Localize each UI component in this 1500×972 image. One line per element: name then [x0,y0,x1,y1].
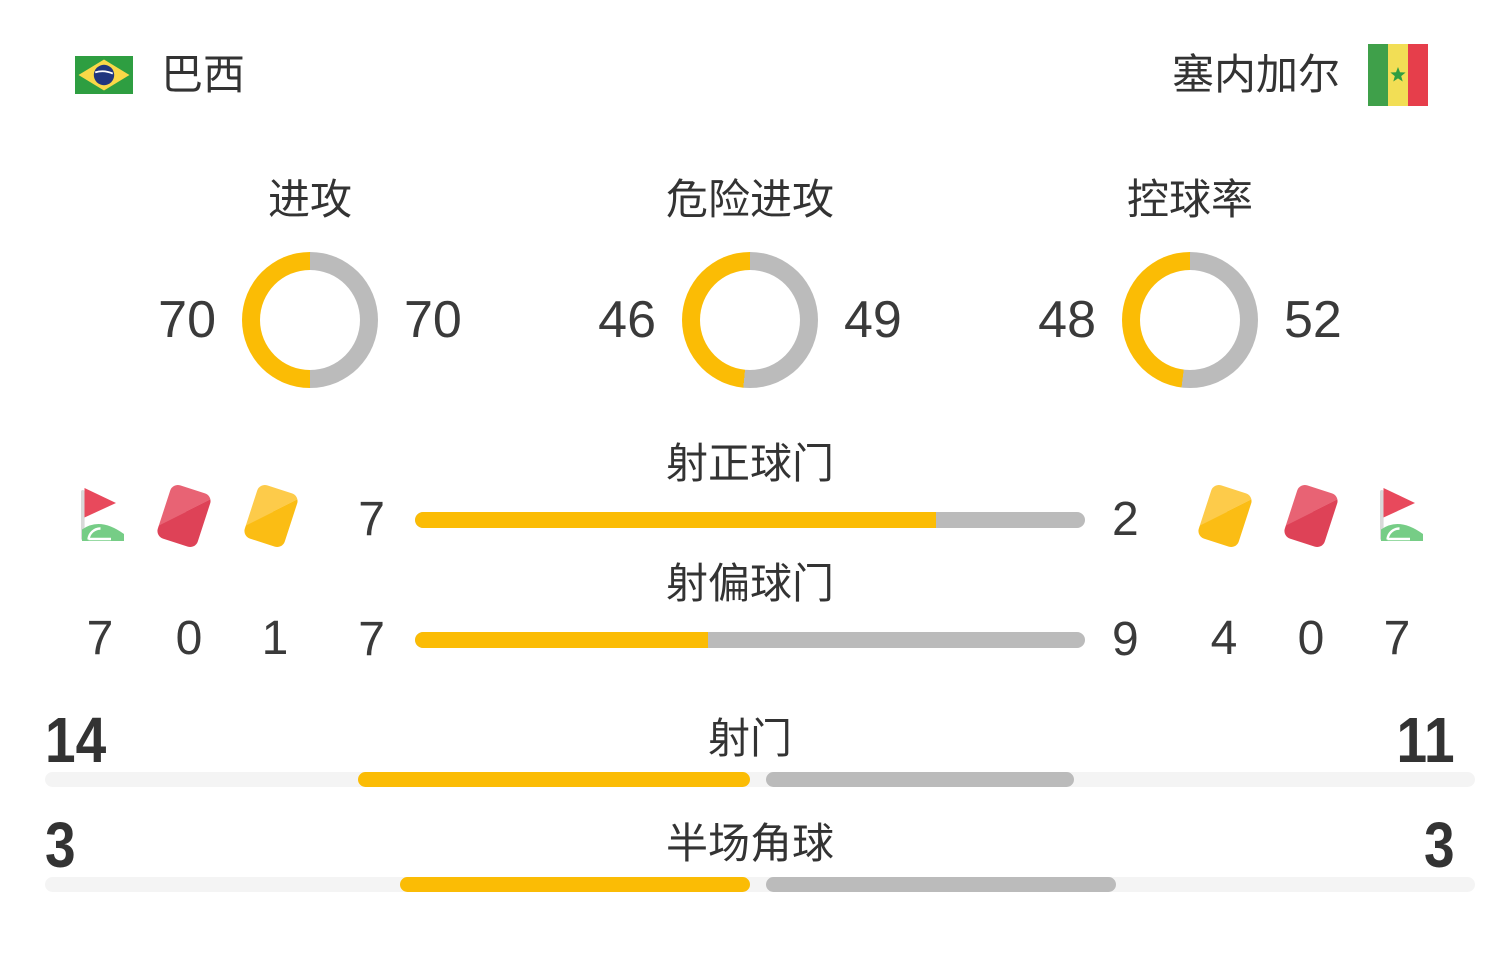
home-value: 46 [598,291,656,349]
home-bar-fill [415,632,709,648]
away-red-card-slot [1282,482,1340,550]
away-yellow-card-slot [1196,482,1254,550]
shots-on-target-bar [415,512,1085,528]
bar-track [45,877,1475,892]
home-corners-count: 7 [86,612,114,665]
brazil-flag-icon [75,56,133,94]
senegal-flag-icon [1368,44,1428,106]
home-value: 48 [1038,291,1096,349]
red-card-icon [155,482,213,550]
away-value: 2 [1112,493,1139,546]
home-corner-flag-slot [70,483,126,549]
home-yellow-cards-count: 1 [261,612,289,665]
home-bar-fill [415,512,937,528]
stat-possession: 控球率 48 52 [970,176,1410,388]
stat-dangerous-attack: 危险进攻 46 49 [530,176,970,388]
away-bar-fill [766,877,1116,892]
stat-title: 控球率 [1126,176,1253,223]
home-value: 7 [358,493,385,546]
donut-dangerous-attack-chart [682,252,818,388]
home-value: 7 [358,613,385,666]
donut-stats-row: 进攻 70 70 危险进攻 46 49 控球率 48 52 [90,176,1410,388]
away-shots-value: 11 [1396,704,1455,776]
home-bar-fill [358,772,750,787]
stat-title: 危险进攻 [665,176,834,223]
home-team-name: 巴西 [161,51,246,98]
away-team: 塞内加尔 [1172,44,1428,106]
shots-on-target-title: 射正球门 [665,440,834,487]
away-value: 70 [404,291,462,349]
away-corner-flag-slot [1369,483,1425,549]
away-corners-count: 7 [1383,612,1411,665]
shots-off-target-bar [415,632,1085,648]
half-corners-bar-row [0,877,1500,892]
away-value: 52 [1284,291,1342,349]
corner-flag-icon [1380,488,1423,541]
home-shots-value: 14 [45,704,107,776]
yellow-card-icon [1196,482,1254,550]
away-yellow-cards-count: 4 [1210,612,1238,665]
donut-attack-chart [242,252,378,388]
shots-bar-row [0,772,1500,787]
home-value: 70 [158,291,216,349]
donut-possession-chart [1122,252,1258,388]
away-corners-value: 3 [1424,809,1455,881]
half-corners-title: 半场角球 [665,820,834,867]
red-card-icon [1282,482,1340,550]
home-corners-value: 3 [45,809,76,881]
home-red-card-slot [155,482,213,550]
home-bar-fill [400,877,750,892]
away-value: 9 [1112,613,1139,666]
away-team-name: 塞内加尔 [1171,51,1340,98]
bar-track [45,772,1475,787]
away-bar-fill [766,772,1074,787]
match-header: 巴西 塞内加尔 [75,43,1428,107]
shots-off-target-title: 射偏球门 [665,560,834,607]
home-red-cards-count: 0 [175,612,203,665]
away-value: 49 [844,291,902,349]
yellow-card-icon [242,482,300,550]
shots-title: 射门 [707,715,792,762]
corner-flag-icon [81,488,124,541]
away-red-cards-count: 0 [1297,612,1325,665]
stat-title: 进攻 [267,176,352,223]
home-team: 巴西 [75,54,245,96]
home-yellow-card-slot [242,482,300,550]
stat-attack: 进攻 70 70 [90,176,530,388]
